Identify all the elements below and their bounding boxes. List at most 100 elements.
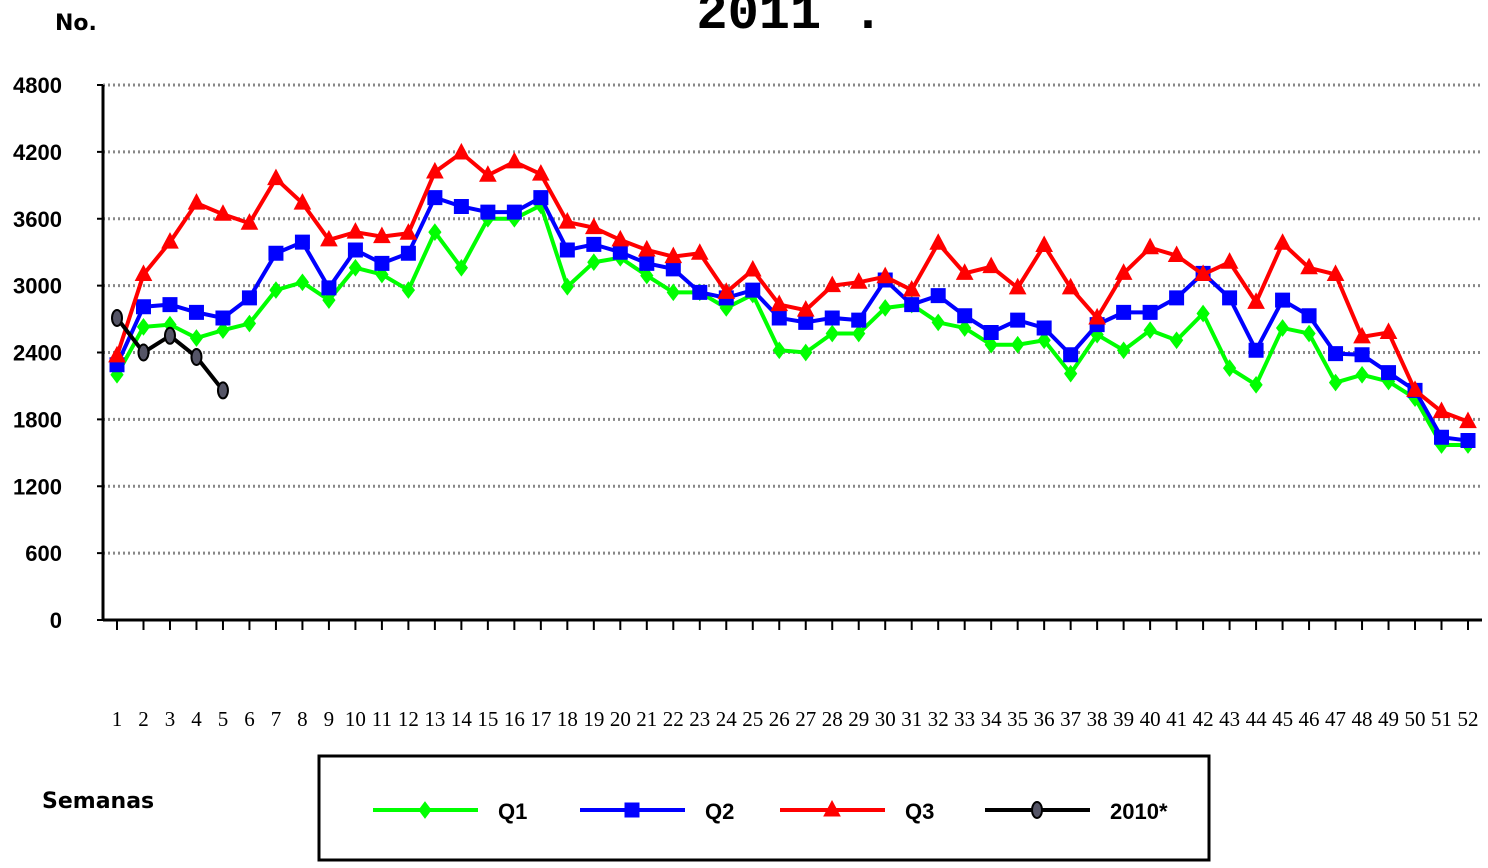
x-tick-label: 48 [1352,707,1373,731]
data-point [346,222,365,239]
data-point [559,242,575,258]
data-point [1460,433,1476,449]
data-point [1088,307,1106,325]
data-point [665,261,681,277]
data-point [1061,277,1080,295]
y-axis-label: No. [55,11,97,36]
x-tick-label: 29 [848,707,869,731]
x-tick-label: 46 [1299,707,1320,731]
x-tick-label: 7 [271,707,282,731]
data-point [1381,365,1397,381]
x-tick-label: 36 [1034,707,1055,731]
data-point [849,272,868,289]
data-point [452,142,471,160]
x-tick-label: 18 [557,707,578,731]
data-point [1275,319,1290,337]
data-point [427,190,443,206]
y-tick-label: 1800 [13,407,62,432]
data-point [876,266,895,284]
data-point [348,258,363,277]
data-point [1301,308,1317,324]
x-tick-label: 44 [1246,707,1268,731]
x-tick-label: 11 [372,707,392,731]
data-point [1169,331,1184,350]
data-point [533,190,549,206]
data-point [188,304,204,320]
x-tick-label: 35 [1007,707,1028,731]
x-tick-label: 4 [191,707,202,731]
data-point [111,308,123,327]
data-point [1275,292,1291,308]
data-point [637,239,656,257]
data-point [1117,341,1131,360]
data-point [1220,252,1239,269]
data-point [163,326,176,345]
data-point [400,245,416,261]
data-point [1434,429,1450,445]
data-point [134,264,153,281]
data-point [241,290,257,306]
x-tick-label: 37 [1060,707,1081,731]
data-point [612,244,628,260]
data-point [1010,312,1026,328]
x-tick-label: 26 [769,707,790,731]
data-point [295,273,310,292]
data-point [401,281,416,299]
data-point [852,324,866,343]
data-point [1248,342,1264,358]
data-point [878,299,892,317]
data-point [931,313,945,332]
x-tick-label: 8 [297,707,308,731]
data-point [347,242,363,258]
x-tick-label: 40 [1140,707,1161,731]
data-point [267,168,285,186]
data-point [717,282,736,299]
legend-marker [418,801,432,819]
data-point [1037,331,1051,350]
legend-marker [1031,801,1043,819]
data-point [1273,233,1292,250]
x-tick-label: 10 [345,707,366,731]
data-point [137,343,150,362]
data-point [162,297,178,313]
data-point [770,294,789,312]
legend-label: Q2 [705,799,734,824]
data-point [268,245,284,261]
data-point [1169,290,1185,306]
data-point [399,223,418,240]
data-point [560,277,574,296]
series-line [115,194,1469,443]
data-point [1328,346,1344,362]
x-tick-label: 32 [928,707,949,731]
x-tick-label: 6 [244,707,255,731]
data-point [982,256,1001,274]
legend-label: Q1 [498,799,527,824]
data-point [851,312,867,328]
x-tick-label: 47 [1325,707,1346,731]
x-tick-label: 49 [1378,707,1399,731]
y-tick-label: 4200 [13,140,62,165]
x-tick-label: 12 [398,707,419,731]
data-point [135,299,151,315]
data-point [426,161,444,179]
data-point [584,217,603,235]
data-point [161,232,179,249]
data-point [1459,411,1477,429]
x-tick-label: 17 [530,707,551,731]
data-point [664,246,683,264]
y-tick-label: 1200 [13,474,62,499]
data-point [904,297,920,313]
x-tick-label: 31 [901,707,922,731]
x-tick-label: 22 [663,707,684,731]
x-tick-label: 2 [138,707,149,731]
x-tick-label: 28 [822,707,843,731]
x-tick-label: 30 [875,707,896,731]
data-point [505,151,524,169]
data-point [1116,304,1132,320]
data-point [190,347,203,366]
series-line [115,150,1469,424]
x-tick-label: 5 [218,707,229,731]
data-point [320,229,338,247]
data-point [1222,290,1238,306]
